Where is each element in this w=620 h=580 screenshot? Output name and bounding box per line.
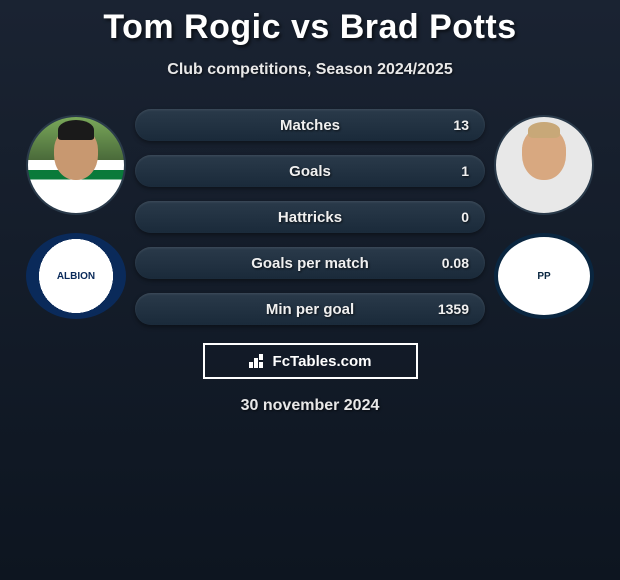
- club-badge-text: PP: [537, 271, 550, 282]
- stat-bar-goals: Goals 1: [135, 155, 485, 187]
- stat-value-right: 0.08: [442, 255, 469, 271]
- stat-bar-min-per-goal: Min per goal 1359: [135, 293, 485, 325]
- subtitle: Club competitions, Season 2024/2025: [0, 61, 620, 79]
- bar-chart-icon: [249, 354, 267, 368]
- stat-value-right: 1: [461, 163, 469, 179]
- stat-label: Goals per match: [251, 255, 369, 272]
- stat-bar-matches: Matches 13: [135, 109, 485, 141]
- stats-column: Matches 13 Goals 1 Hattricks 0 Goals per…: [135, 109, 485, 325]
- left-column: ALBION: [21, 115, 131, 319]
- date-label: 30 november 2024: [0, 397, 620, 415]
- stat-label: Matches: [280, 117, 340, 134]
- brand-link[interactable]: FcTables.com: [203, 343, 418, 379]
- stat-value-right: 0: [461, 209, 469, 225]
- stat-value-right: 1359: [438, 301, 469, 317]
- main-row: ALBION Matches 13 Goals 1 Hattricks 0 Go…: [0, 109, 620, 325]
- right-column: PP: [489, 115, 599, 319]
- comparison-card: Tom Rogic vs Brad Potts Club competition…: [0, 0, 620, 415]
- brand-label: FcTables.com: [273, 353, 372, 370]
- stat-value-right: 13: [453, 117, 469, 133]
- player1-avatar: [26, 115, 126, 215]
- player2-club-badge: PP: [494, 233, 594, 319]
- stat-label: Hattricks: [278, 209, 342, 226]
- page-title: Tom Rogic vs Brad Potts: [0, 8, 620, 47]
- vs-label: vs: [291, 8, 330, 46]
- player1-name: Tom Rogic: [103, 8, 281, 46]
- stat-bar-goals-per-match: Goals per match 0.08: [135, 247, 485, 279]
- stat-label: Min per goal: [266, 301, 354, 318]
- player2-avatar: [494, 115, 594, 215]
- stat-bar-hattricks: Hattricks 0: [135, 201, 485, 233]
- club-badge-text: ALBION: [57, 271, 95, 282]
- stat-label: Goals: [289, 163, 331, 180]
- player1-club-badge: ALBION: [26, 233, 126, 319]
- player2-name: Brad Potts: [340, 8, 517, 46]
